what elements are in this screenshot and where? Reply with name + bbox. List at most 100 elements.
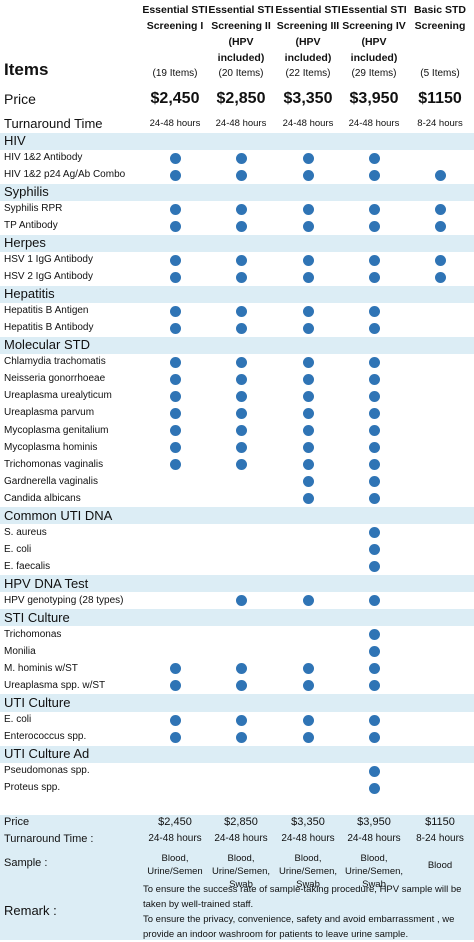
- package-name: Basic STD Screening: [414, 4, 466, 32]
- section-title: STI Culture: [4, 609, 70, 625]
- package-count: (29 Items): [351, 68, 397, 79]
- included-dot: [235, 459, 247, 471]
- included-dot: [235, 663, 247, 675]
- included-dot: [368, 322, 380, 334]
- item-name: Trichomonas vaginalis: [4, 458, 104, 470]
- turnaround-label: Turnaround Time: [4, 116, 103, 131]
- included-dot: [302, 714, 314, 726]
- package-price: $2,850: [216, 90, 266, 107]
- included-dot: [235, 203, 247, 215]
- footer-turnaround: 24-48 hours: [214, 833, 268, 844]
- footer-remark-label: Remark :: [4, 903, 57, 918]
- item-name: Chlamydia trachomatis: [4, 356, 106, 368]
- footer-sample: Blood, Urine/Semen: [147, 853, 203, 877]
- included-dot: [235, 680, 247, 692]
- item-name: Mycoplasma genitalium: [4, 424, 109, 436]
- included-dot: [235, 595, 247, 607]
- included-dot: [302, 373, 314, 385]
- included-dot: [368, 220, 380, 232]
- included-dot: [169, 442, 181, 454]
- included-dot: [302, 680, 314, 692]
- included-dot: [169, 254, 181, 266]
- included-dot: [235, 271, 247, 283]
- included-dot: [302, 442, 314, 454]
- included-dot: [169, 220, 181, 232]
- footer-sample-label: Sample :: [4, 857, 48, 869]
- included-dot: [368, 646, 380, 658]
- included-dot: [302, 425, 314, 436]
- included-dot: [368, 476, 380, 488]
- section-title: Syphilis: [4, 184, 49, 200]
- included-dot: [368, 731, 380, 743]
- included-dot: [302, 595, 314, 607]
- footer-sample: Blood, Urine/Semen, Swab: [211, 853, 271, 890]
- included-dot: [368, 782, 380, 794]
- item-name: E. faecalis: [4, 560, 51, 572]
- included-dot: [302, 220, 314, 232]
- package-count: (5 Items): [420, 68, 460, 79]
- included-dot: [368, 765, 380, 777]
- section-title: UTI Culture Ad: [4, 746, 90, 762]
- included-dot: [368, 595, 380, 607]
- included-dot: [235, 714, 247, 726]
- footer-turnaround: 24-48 hours: [148, 833, 202, 844]
- included-dot: [169, 680, 181, 692]
- package-price: $2,450: [150, 90, 200, 107]
- footer-price: $2,850: [224, 816, 258, 828]
- included-dot: [169, 322, 181, 334]
- included-dot: [368, 544, 380, 556]
- price-label: Price: [4, 91, 36, 107]
- item-name: Candida albicans: [4, 492, 81, 504]
- included-dot: [368, 407, 380, 419]
- package-turnaround: 24-48 hours: [282, 118, 334, 129]
- footer-price: $1150: [425, 816, 455, 828]
- included-dot: [235, 254, 247, 266]
- item-name: Ureaplasma parvum: [4, 407, 95, 419]
- included-dot: [368, 680, 380, 692]
- remark-text: To ensure the success rate of sample-tak…: [143, 884, 462, 910]
- section-title: Hepatitis: [4, 286, 55, 302]
- item-name: Syphilis RPR: [4, 203, 63, 215]
- included-dot: [169, 407, 181, 419]
- included-dot: [235, 305, 247, 317]
- section-band: [0, 575, 474, 593]
- included-dot: [302, 169, 314, 181]
- section-title: Common UTI DNA: [4, 507, 113, 523]
- included-dot: [434, 169, 446, 181]
- footer-band: [0, 815, 474, 940]
- included-dot: [169, 425, 181, 436]
- section-title: UTI Culture: [4, 694, 71, 710]
- included-dot: [169, 373, 181, 385]
- item-name: Proteus spp.: [4, 782, 61, 794]
- section-title: Molecular STD: [4, 337, 90, 353]
- included-dot: [302, 407, 314, 419]
- included-dot: [169, 152, 181, 164]
- included-dot: [434, 254, 446, 266]
- footer-price: $3,350: [291, 816, 325, 828]
- footer-sample: Blood, Urine/Semen, Swab: [344, 853, 404, 890]
- included-dot: [169, 663, 181, 675]
- included-dot: [302, 271, 314, 283]
- included-dot: [368, 442, 380, 454]
- package-price: $3,950: [349, 90, 399, 107]
- package-turnaround: 8-24 hours: [417, 118, 463, 129]
- section-band: [0, 336, 474, 354]
- included-dot: [169, 390, 181, 402]
- included-dot: [368, 459, 380, 471]
- footer-price-label: Price: [4, 816, 30, 828]
- included-dot: [169, 356, 181, 368]
- item-name: Trichomonas: [4, 628, 62, 640]
- items-label: Items: [4, 60, 49, 79]
- included-dot: [434, 271, 446, 283]
- section-band: [0, 609, 474, 627]
- included-dot: [368, 203, 380, 215]
- package-turnaround: 24-48 hours: [149, 118, 201, 129]
- item-name: HPV genotyping (28 types): [4, 594, 124, 606]
- footer-price: $2,450: [158, 816, 192, 828]
- item-name: HIV 1&2 Antibody: [4, 152, 83, 164]
- section-title: Herpes: [4, 235, 46, 251]
- included-dot: [169, 271, 181, 283]
- included-dot: [368, 305, 380, 317]
- included-dot: [302, 663, 314, 675]
- included-dot: [235, 425, 247, 436]
